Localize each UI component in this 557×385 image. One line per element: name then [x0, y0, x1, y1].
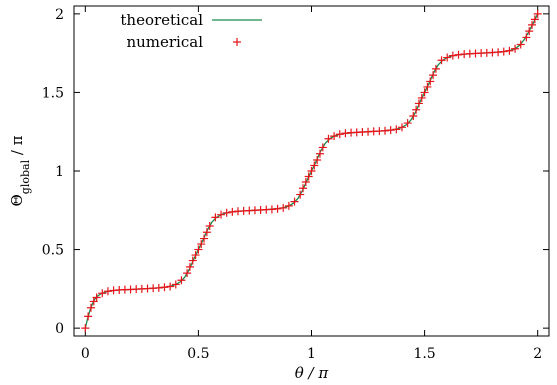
x-axis-label: θ / π [295, 364, 330, 382]
x-axis: 0 0.5 1 1.5 2 [81, 6, 542, 362]
y-tick-label: 1.5 [42, 85, 64, 101]
data-point [160, 283, 169, 292]
data-point [171, 280, 180, 289]
data-point [525, 27, 534, 36]
data-point [454, 50, 463, 59]
data-point [335, 130, 344, 139]
data-point [154, 283, 163, 292]
data-point [84, 312, 93, 321]
data-point [426, 77, 435, 86]
data-point [222, 208, 231, 217]
y-axis-label: Θglobal / π [8, 135, 32, 206]
data-point [443, 53, 452, 62]
data-point [267, 205, 276, 214]
data-point [420, 88, 429, 97]
y-tick-label: 0 [55, 321, 64, 337]
data-point [307, 167, 316, 175]
data-point [166, 282, 175, 291]
x-tick-label: 0 [81, 346, 90, 362]
y-tick-label: 2 [55, 7, 64, 23]
data-point [200, 234, 209, 243]
data-point [403, 119, 412, 128]
data-point [315, 149, 324, 158]
data-point [494, 48, 503, 57]
data-point [324, 134, 333, 143]
data-point [423, 82, 432, 91]
data-point [279, 203, 288, 212]
y-axis-label-tail: / π [8, 135, 26, 160]
data-point [301, 178, 310, 186]
data-point [516, 40, 525, 49]
data-point [205, 222, 214, 230]
data-point [290, 197, 299, 206]
data-point [412, 105, 421, 114]
data-point [92, 293, 101, 302]
y-axis-label-main: Θ [8, 194, 26, 206]
data-point [284, 201, 293, 210]
data-point [188, 256, 197, 265]
data-point [202, 228, 211, 237]
data-point [194, 245, 203, 254]
data-point [273, 204, 282, 213]
x-tick-label: 1.5 [413, 346, 435, 362]
data-point [98, 289, 107, 298]
data-point [313, 156, 322, 164]
legend-swatch-numerical [233, 38, 241, 46]
data-point [392, 125, 401, 134]
data-point [103, 287, 112, 296]
data-point [185, 262, 194, 271]
y-axis: 0 0.5 1 1.5 2 [42, 7, 549, 337]
data-point [417, 93, 426, 102]
data-point [330, 132, 339, 141]
data-point [183, 269, 192, 278]
y-tick-label: 1 [55, 164, 64, 180]
series-markers-numerical [81, 9, 542, 333]
data-point [197, 240, 206, 249]
data-point [228, 207, 237, 216]
data-point [86, 303, 95, 312]
x-tick-label: 0.5 [187, 346, 209, 362]
data-point [533, 9, 542, 18]
data-point [528, 20, 537, 29]
data-point [499, 47, 508, 56]
x-tick-label: 2 [533, 346, 542, 362]
data-point [304, 172, 313, 181]
data-point [341, 129, 350, 138]
data-point [318, 143, 327, 152]
data-point [437, 56, 446, 65]
legend: theoretical numerical [120, 11, 262, 51]
series-layer [81, 9, 542, 333]
y-axis-label-subscript: global [19, 159, 32, 194]
data-point [211, 213, 220, 222]
x-tick-label: 1 [307, 346, 316, 362]
data-point [409, 112, 418, 120]
data-point [381, 126, 390, 135]
data-point [386, 126, 395, 135]
data-point [431, 64, 440, 73]
y-tick-label: 0.5 [42, 243, 64, 259]
legend-marker [233, 38, 241, 46]
data-point [397, 123, 406, 132]
data-point [429, 71, 438, 80]
data-point [414, 99, 423, 108]
data-point [191, 251, 200, 260]
data-point [530, 15, 539, 24]
data-point [177, 276, 186, 285]
data-point [299, 184, 308, 193]
legend-label-theoretical: theoretical [120, 11, 203, 29]
data-point [511, 44, 520, 53]
data-point [296, 190, 305, 199]
data-point [522, 33, 531, 42]
data-point [310, 161, 319, 170]
data-point [81, 324, 90, 333]
data-point [217, 210, 226, 219]
data-point [505, 46, 514, 55]
legend-label-numerical: numerical [126, 33, 203, 51]
data-point [448, 51, 457, 60]
